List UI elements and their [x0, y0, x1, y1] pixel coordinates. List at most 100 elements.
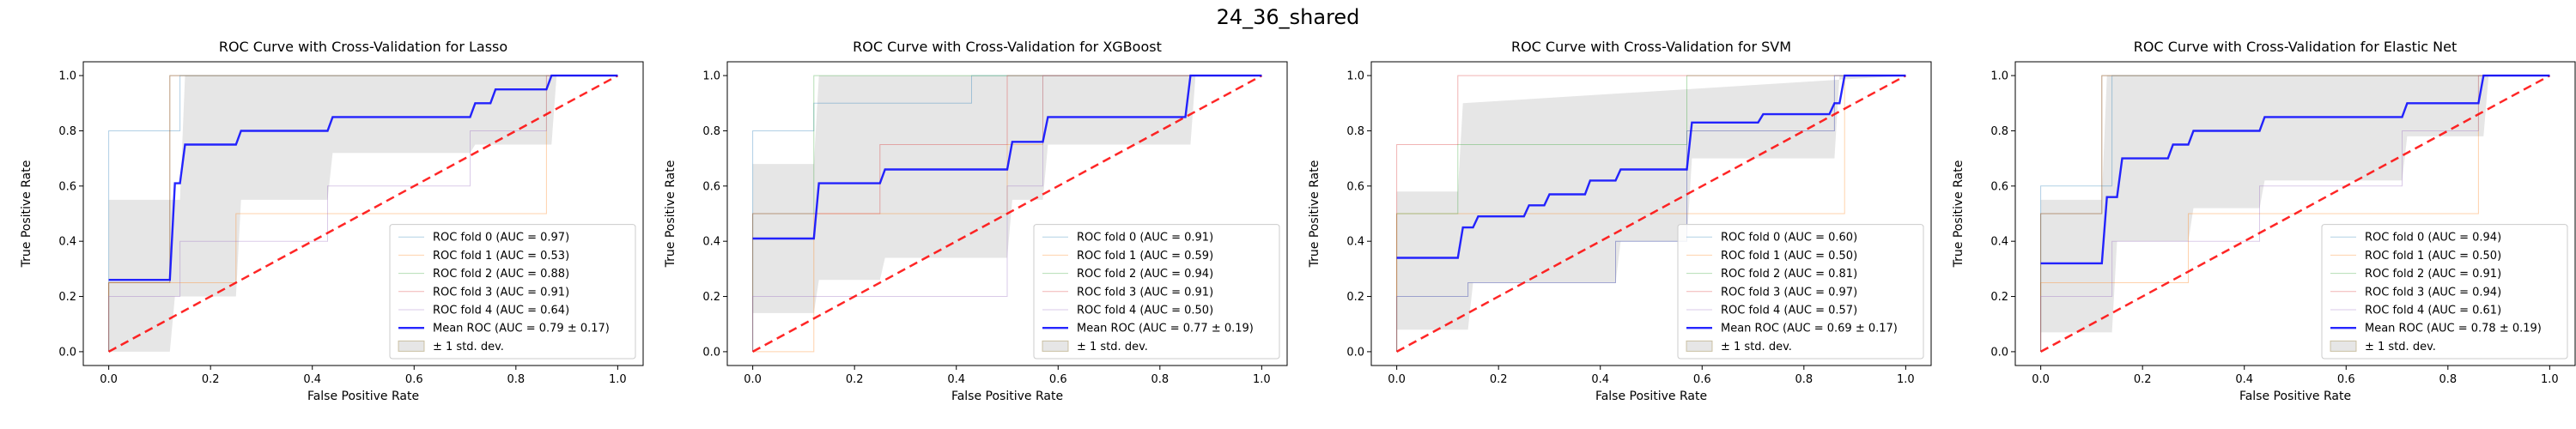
- y-tick-label: 0.0: [1346, 346, 1364, 359]
- y-tick-label: 0.6: [702, 180, 720, 193]
- legend-entry-label: Mean ROC (AUC = 0.79 ± 0.17): [433, 323, 610, 335]
- roc-fold-4-line: [752, 75, 1262, 352]
- chance-line: [108, 75, 618, 353]
- roc-fold-0-line: [2040, 75, 2550, 352]
- y-tick-label: 0.2: [1990, 291, 2008, 304]
- y-tick-label: 0.0: [702, 346, 720, 359]
- y-tick-label: 0.0: [1990, 346, 2008, 359]
- mean-roc-line: [2040, 74, 2550, 265]
- roc-fold-0-line: [108, 75, 618, 352]
- y-tick-label: 1.0: [1990, 70, 2008, 83]
- legend-entry-label: ± 1 std. dev.: [1721, 341, 1792, 353]
- legend: ROC fold 0 (AUC = 0.91) ROC fold 1 (AUC =…: [1033, 224, 1280, 360]
- roc-panel-0: ROC Curve with Cross-Validation for Lass…: [20, 39, 644, 403]
- y-axis-label: True Positive Rate: [664, 160, 677, 269]
- roc-panel-1: ROC Curve with Cross-Validation for XGBo…: [664, 39, 1288, 403]
- chance-line: [2040, 75, 2550, 353]
- x-tick-label: 0.6: [1693, 373, 1711, 386]
- plot-frame: [2014, 61, 2576, 366]
- roc-fold-1-line: [2040, 75, 2550, 352]
- legend-swatch-band: [1042, 340, 1069, 352]
- y-tick-label: 0.6: [1346, 180, 1364, 193]
- x-tick-label: 0.8: [1795, 373, 1813, 386]
- x-tick-label: 0.4: [1591, 373, 1609, 386]
- plot-frame: [1370, 61, 1932, 366]
- legend-entry-label: ROC fold 4 (AUC = 0.57): [1721, 305, 1857, 317]
- x-tick-label: 0.8: [1151, 373, 1169, 386]
- plot-frame: [726, 61, 1288, 366]
- y-tick-label: 1.0: [58, 70, 76, 83]
- y-tick-label: 0.4: [1990, 236, 2008, 249]
- legend-entry-label: Mean ROC (AUC = 0.69 ± 0.17): [1721, 323, 1898, 335]
- y-tick-label: 0.0: [58, 346, 76, 359]
- panel-title: ROC Curve with Cross-Validation for Lass…: [219, 39, 507, 55]
- roc-fold-4-line: [108, 75, 618, 352]
- x-tick-label: 0.8: [2439, 373, 2457, 386]
- y-tick-label: 0.4: [58, 236, 76, 249]
- legend: ROC fold 0 (AUC = 0.60) ROC fold 1 (AUC =…: [1677, 224, 1924, 360]
- std-band: [1396, 76, 1906, 330]
- legend-swatch-band: [398, 340, 425, 352]
- x-tick-label: 0.4: [2235, 373, 2253, 386]
- x-tick-label: 0.2: [2134, 373, 2152, 386]
- y-tick-label: 1.0: [1346, 70, 1364, 83]
- legend-entry-label: ROC fold 2 (AUC = 0.94): [1077, 268, 1213, 281]
- legend-entry-label: ROC fold 0 (AUC = 0.94): [2365, 232, 2501, 245]
- x-tick-label: 1.0: [1253, 373, 1271, 386]
- x-tick-label: 0.8: [507, 373, 525, 386]
- std-band: [2040, 76, 2550, 333]
- roc-panel-2: ROC Curve with Cross-Validation for SVM 0…: [1308, 39, 1932, 403]
- legend-entry-label: ROC fold 1 (AUC = 0.59): [1077, 250, 1213, 263]
- legend-entry-label: ROC fold 0 (AUC = 0.97): [433, 232, 569, 245]
- roc-fold-0-line: [752, 75, 1262, 352]
- legend-entry-label: ROC fold 3 (AUC = 0.91): [1077, 286, 1213, 299]
- y-tick-label: 0.4: [702, 236, 720, 249]
- legend-swatch-band: [1686, 340, 1713, 352]
- legend-entry-label: ± 1 std. dev.: [2365, 341, 2436, 353]
- y-tick-label: 0.2: [1346, 291, 1364, 304]
- y-tick-label: 0.4: [1346, 236, 1364, 249]
- legend-entry-label: ROC fold 3 (AUC = 0.91): [433, 286, 569, 299]
- roc-fold-0-line: [1396, 75, 1906, 352]
- legend-entry-label: ROC fold 0 (AUC = 0.60): [1721, 232, 1857, 245]
- legend-entry-label: Mean ROC (AUC = 0.78 ± 0.19): [2365, 323, 2542, 335]
- mean-roc-line: [752, 74, 1262, 240]
- chance-line: [752, 75, 1262, 353]
- x-tick-label: 0.0: [1388, 373, 1406, 386]
- legend-swatch-band: [2330, 340, 2357, 352]
- x-axis-label: False Positive Rate: [951, 390, 1063, 403]
- legend-box: [1033, 224, 1280, 360]
- legend-entry-label: ROC fold 4 (AUC = 0.61): [2365, 305, 2501, 317]
- y-tick-label: 0.8: [58, 125, 76, 138]
- std-band: [752, 76, 1262, 313]
- panel-title: ROC Curve with Cross-Validation for SVM: [1511, 39, 1791, 55]
- legend-entry-label: ± 1 std. dev.: [433, 341, 504, 353]
- legend-entry-label: ROC fold 3 (AUC = 0.94): [2365, 286, 2501, 299]
- y-axis-label: True Positive Rate: [1952, 160, 1965, 269]
- roc-fold-3-line: [1396, 75, 1906, 352]
- roc-fold-2-line: [2040, 75, 2550, 352]
- figure-suptitle: 24_36_shared: [1216, 5, 1360, 29]
- x-axis-label: False Positive Rate: [1595, 390, 1707, 403]
- legend-entry-label: Mean ROC (AUC = 0.77 ± 0.19): [1077, 323, 1254, 335]
- roc-fold-4-line: [2040, 75, 2550, 352]
- y-tick-label: 0.6: [1990, 180, 2008, 193]
- plot-frame: [82, 61, 644, 366]
- legend-entry-label: ROC fold 4 (AUC = 0.50): [1077, 305, 1213, 317]
- y-tick-label: 0.8: [702, 125, 720, 138]
- roc-fold-4-line: [1396, 75, 1906, 352]
- roc-fold-1-line: [108, 75, 618, 352]
- roc-fold-3-line: [752, 75, 1262, 352]
- roc-fold-2-line: [108, 75, 618, 352]
- x-axis-label: False Positive Rate: [2239, 390, 2351, 403]
- x-tick-label: 0.0: [744, 373, 762, 386]
- roc-fold-2-line: [752, 75, 1262, 352]
- legend-box: [1677, 224, 1924, 360]
- x-axis-label: False Positive Rate: [307, 390, 419, 403]
- x-tick-label: 0.6: [2337, 373, 2355, 386]
- x-tick-label: 0.0: [2032, 373, 2050, 386]
- x-tick-label: 0.0: [100, 373, 118, 386]
- y-tick-label: 0.8: [1346, 125, 1364, 138]
- legend-box: [2321, 224, 2568, 360]
